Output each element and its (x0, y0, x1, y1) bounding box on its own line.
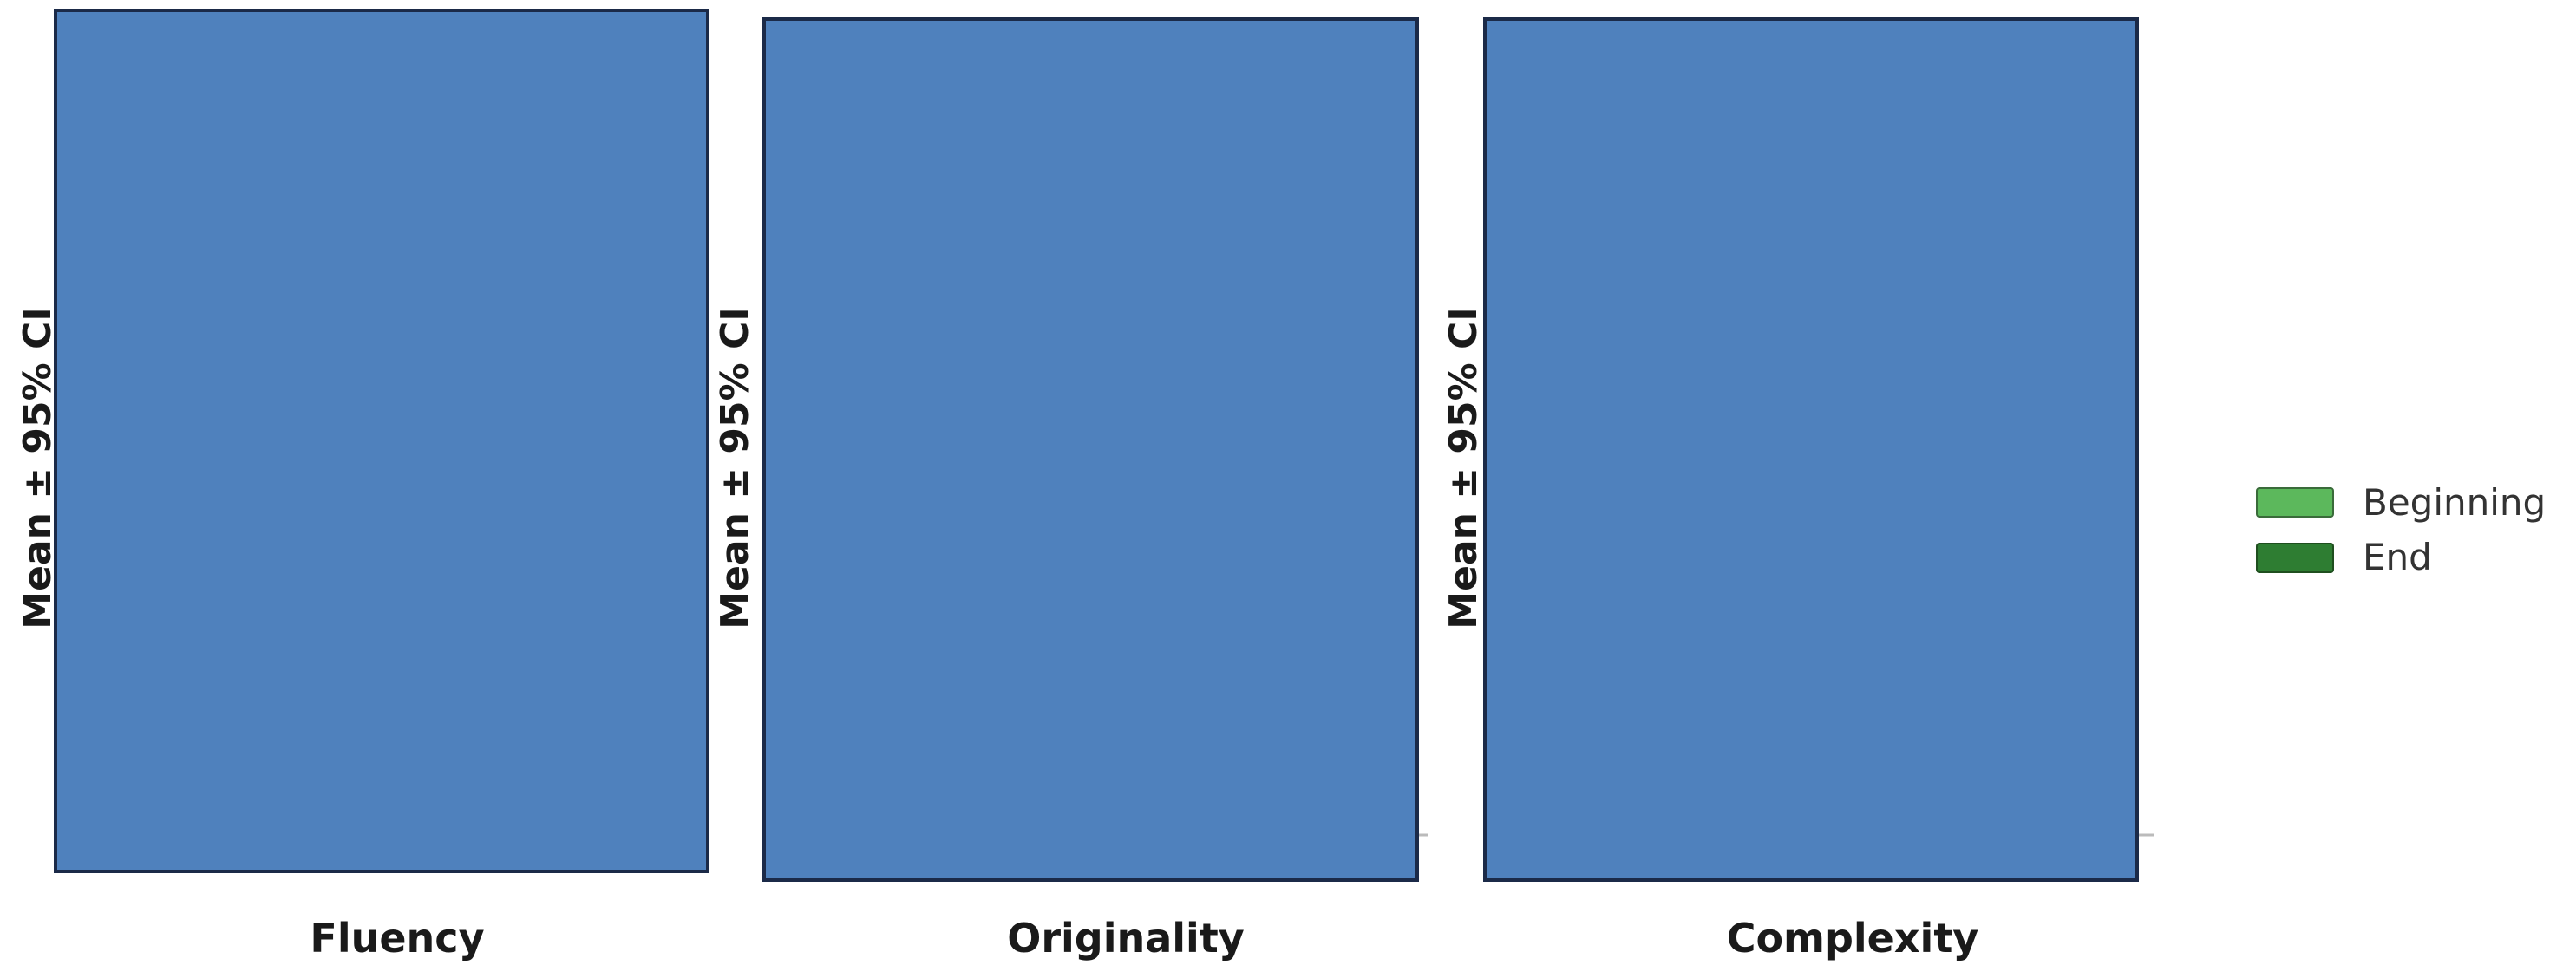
y-axis-label: Mean ± 95% CI (713, 307, 757, 629)
x-axis-label: Originality (1007, 915, 1245, 962)
y-axis-label: Mean ± 95% CI (1442, 307, 1486, 629)
x-axis-label: Fluency (310, 915, 484, 962)
legend: Beginning End (2256, 481, 2546, 578)
plot-area-panel (54, 9, 709, 873)
chart-panel-complexity: Mean ± 95% CI Complexity (1442, 17, 2139, 962)
chart-panel-originality: Mean ± 95% CI Originality (713, 17, 1419, 962)
y-axis-label: Mean ± 95% CI (16, 307, 60, 629)
plot-area-panel (762, 17, 1419, 882)
legend-swatch-beginning (2256, 487, 2334, 518)
legend-label-end: End (2363, 536, 2432, 578)
legend-label-beginning: Beginning (2363, 481, 2546, 524)
x-axis-label: Complexity (1727, 915, 1979, 962)
legend-swatch-end (2256, 543, 2334, 573)
plot-area-panel (1483, 17, 2139, 882)
chart-panel-fluency: Mean ± 95% CI Fluency (16, 9, 709, 962)
